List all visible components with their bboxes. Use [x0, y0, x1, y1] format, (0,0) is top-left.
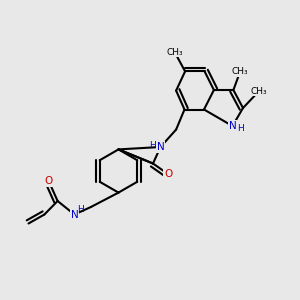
Text: N: N [157, 142, 164, 152]
Text: O: O [164, 169, 172, 179]
Text: CH₃: CH₃ [250, 87, 267, 96]
Text: N: N [70, 209, 78, 220]
Text: H: H [149, 141, 155, 150]
Text: O: O [45, 176, 53, 187]
Text: CH₃: CH₃ [167, 48, 183, 57]
Text: N: N [229, 121, 236, 131]
Text: H: H [237, 124, 243, 133]
Text: H: H [77, 205, 84, 214]
Text: CH₃: CH₃ [232, 68, 248, 76]
